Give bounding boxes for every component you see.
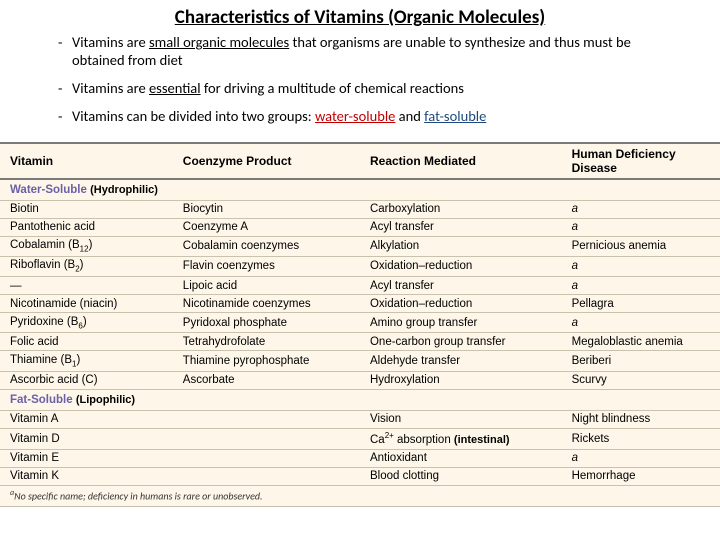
bullet-dash: - — [58, 33, 72, 69]
table-footnote: aNo specific name; deficiency in humans … — [0, 486, 720, 506]
table-row: Pantothenic acidCoenzyme AAcyl transfera — [0, 218, 720, 236]
col-coenzyme: Coenzyme Product — [173, 144, 360, 179]
bullet-list: - Vitamins are small organic molecules t… — [0, 33, 720, 142]
section-fat-soluble: Fat-Soluble (Lipophilic) — [0, 389, 720, 410]
table-row: Riboflavin (B2)Flavin coenzymesOxidation… — [0, 256, 720, 276]
col-deficiency: Human Deficiency Disease — [562, 144, 720, 179]
bullet-text: Vitamins can be divided into two groups:… — [72, 107, 662, 125]
table-row: Vitamin DCa2+ absorption (intestinal)Ric… — [0, 428, 720, 449]
table-row: Nicotinamide (niacin)Nicotinamide coenzy… — [0, 295, 720, 313]
bullet-dash: - — [58, 107, 72, 125]
table-row: Vitamin KBlood clottingHemorrhage — [0, 467, 720, 485]
bullet-dash: - — [58, 79, 72, 97]
section-water-soluble: Water-Soluble (Hydrophilic) — [0, 179, 720, 201]
vitamin-table-container: Vitamin Coenzyme Product Reaction Mediat… — [0, 142, 720, 507]
col-vitamin: Vitamin — [0, 144, 173, 179]
table-row: Folic acidTetrahydrofolateOne-carbon gro… — [0, 333, 720, 351]
page-title: Characteristics of Vitamins (Organic Mol… — [0, 0, 720, 33]
vitamin-table: Vitamin Coenzyme Product Reaction Mediat… — [0, 144, 720, 486]
bullet-2: - Vitamins are essential for driving a m… — [58, 79, 662, 97]
table-row: Ascorbic acid (C)AscorbateHydroxylationS… — [0, 371, 720, 389]
table-row: Vitamin EAntioxidanta — [0, 449, 720, 467]
table-row: —Lipoic acidAcyl transfera — [0, 277, 720, 295]
bullet-1: - Vitamins are small organic molecules t… — [58, 33, 662, 69]
table-row: Thiamine (B1)Thiamine pyrophosphateAldeh… — [0, 351, 720, 371]
table-header-row: Vitamin Coenzyme Product Reaction Mediat… — [0, 144, 720, 179]
bullet-3: - Vitamins can be divided into two group… — [58, 107, 662, 125]
table-row: Pyridoxine (B6)Pyridoxal phosphateAmino … — [0, 313, 720, 333]
table-row: Vitamin AVisionNight blindness — [0, 410, 720, 428]
bullet-text: Vitamins are small organic molecules tha… — [72, 33, 662, 69]
table-row: BiotinBiocytinCarboxylationa — [0, 200, 720, 218]
table-row: Cobalamin (B12)Cobalamin coenzymesAlkyla… — [0, 236, 720, 256]
col-reaction: Reaction Mediated — [360, 144, 562, 179]
bullet-text: Vitamins are essential for driving a mul… — [72, 79, 662, 97]
